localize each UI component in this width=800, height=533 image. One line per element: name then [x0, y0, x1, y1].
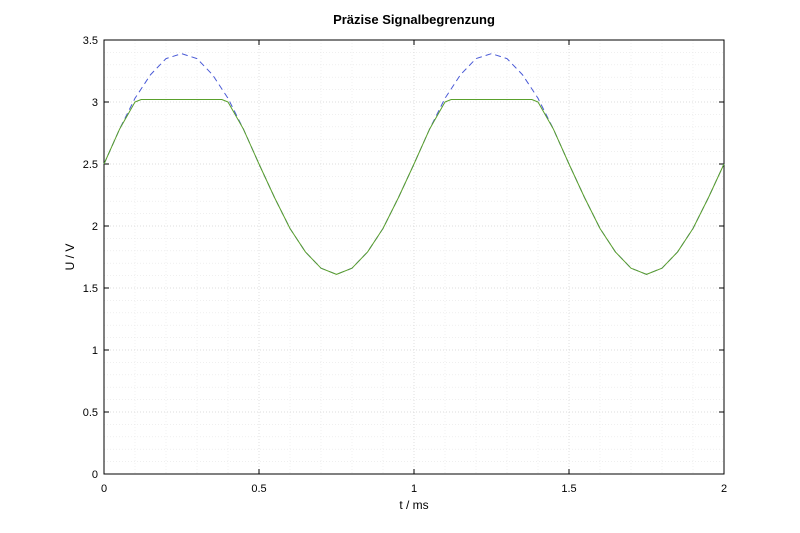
x-tick-label: 2 — [721, 483, 727, 495]
series-group — [103, 53, 725, 275]
y-axis-label: U / V — [63, 244, 77, 271]
x-tick-label: 1.5 — [561, 483, 576, 495]
x-tick-label: 0.5 — [251, 483, 266, 495]
x-tick-labels: 0 0.5 1 1.5 2 — [101, 483, 727, 495]
x-axis-label: t / ms — [399, 498, 428, 512]
y-tick-label: 0.5 — [83, 407, 98, 419]
y-tick-label: 2 — [92, 221, 98, 233]
chart-title: Präzise Signalbegrenzung — [333, 12, 495, 27]
y-tick-label: 0 — [92, 469, 98, 481]
series-line-2 — [103, 99, 725, 275]
y-tick-label: 3 — [92, 97, 98, 109]
y-tick-label: 2.5 — [83, 159, 98, 171]
y-tick-labels: 0 0.5 1 1.5 2 2.5 3 3.5 — [83, 35, 98, 481]
y-tick-label: 3.5 — [83, 35, 98, 47]
y-tick-label: 1.5 — [83, 283, 98, 295]
x-tick-label: 0 — [101, 483, 107, 495]
x-tick-label: 1 — [411, 483, 417, 495]
y-tick-label: 1 — [92, 345, 98, 357]
axis-ticks — [103, 39, 725, 475]
